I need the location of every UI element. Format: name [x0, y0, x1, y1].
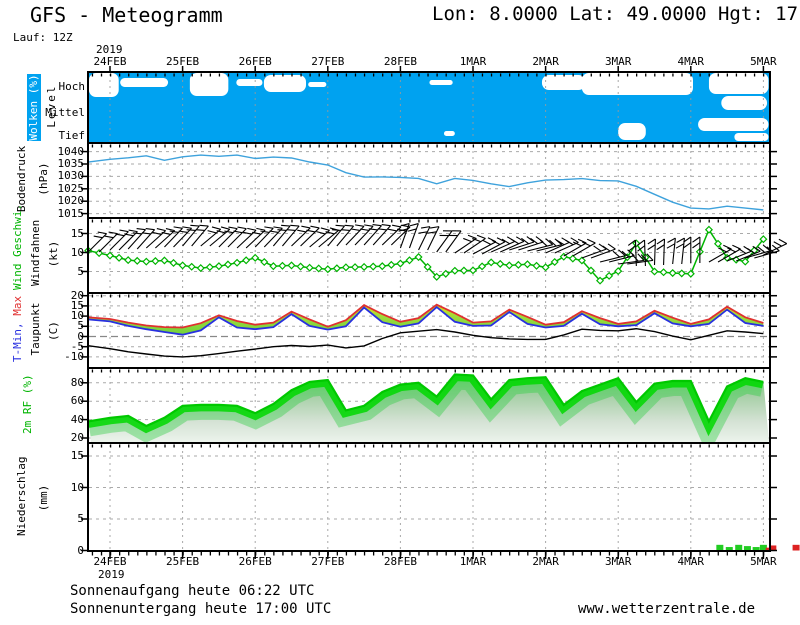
temp-min-label: T-Min, — [11, 322, 24, 363]
date-label-bottom: 2MAR — [532, 555, 559, 568]
temp-axis-label: T-Min, Max — [11, 294, 25, 364]
clouds-axis-label: Wolken (%) — [27, 74, 41, 141]
cloud-level-tief: Tief — [58, 129, 86, 142]
cloud-level-hoch: Hoch — [58, 80, 86, 93]
wind-barbs — [87, 223, 788, 267]
tick-marks — [81, 66, 777, 559]
date-label-top: 26FEB — [238, 55, 272, 68]
pressure-tick-label: 1025 — [57, 181, 85, 195]
wind-speed-axis-label: Wind Geschwi. — [11, 203, 24, 290]
date-label-top: 24FEB — [93, 55, 127, 68]
date-label-top: 28FEB — [383, 55, 417, 68]
date-label-bottom: 1MAR — [459, 555, 487, 568]
precip-axis-label: Niederschlag — [15, 456, 28, 536]
temp-tick-label: 15 — [70, 298, 84, 312]
cloud-level-mittel: Mittel — [45, 106, 85, 119]
date-label-bottom: 24FEB — [93, 555, 127, 568]
wind-tick-label: 15 — [70, 226, 84, 240]
pressure-tick-label: 1040 — [57, 144, 85, 158]
pressure-tick-label: 1030 — [57, 169, 85, 183]
wind-panel — [84, 225, 768, 285]
website-credit: www.wetterzentrale.de — [578, 601, 756, 617]
pressure-tick-label: 1020 — [57, 194, 85, 208]
temp-tick-label: 10 — [70, 309, 84, 323]
date-label-top: 4MAR — [677, 55, 705, 68]
date-label-top: 5MAR — [750, 55, 777, 68]
temp-tick-label: 20 — [70, 288, 84, 302]
date-label-top: 27FEB — [311, 55, 345, 68]
humidity-axis-label: 2m RF (%) — [21, 374, 34, 434]
humidity-tick-label: 60 — [70, 394, 84, 408]
date-label-top: 3MAR — [604, 55, 632, 68]
temp-tick-label: 5 — [77, 319, 84, 333]
pressure-tick-label: 1015 — [57, 206, 85, 220]
temp-unit-label: (C) — [47, 321, 60, 341]
humidity-tick-label: 40 — [70, 412, 84, 426]
temp-tick-label: 0 — [77, 329, 84, 343]
precip-tick-label: 15 — [70, 449, 84, 462]
clouds-panel — [89, 73, 769, 142]
precip-tick-label: 5 — [77, 512, 84, 525]
date-label-bottom: 28FEB — [383, 555, 417, 568]
dewpoint-axis-label: Taupunkt — [29, 302, 42, 356]
wind-barb-axis-label: Windfahnen — [29, 219, 42, 286]
date-label-top: 1MAR — [459, 55, 487, 68]
date-label-top: 2MAR — [532, 55, 559, 68]
temperature-panel — [89, 303, 764, 358]
date-label-bottom: 27FEB — [311, 555, 345, 568]
date-label-bottom: 5MAR — [750, 555, 777, 568]
temp-tick-label: -10 — [64, 349, 84, 363]
sunset-info: Sonnenuntergang heute 17:00 UTC — [70, 601, 332, 617]
sunrise-info: Sonnenaufgang heute 06:22 UTC — [70, 583, 315, 599]
year-label-bottom: 2019 — [98, 568, 125, 581]
temp-max-label: Max — [11, 295, 24, 316]
year-label-top: 2019 — [96, 43, 123, 56]
wind-tick-label: 10 — [70, 245, 84, 259]
date-label-bottom: 3MAR — [604, 555, 632, 568]
run-label: Lauf: 12Z — [13, 31, 73, 44]
humidity-tick-label: 80 — [70, 375, 84, 389]
wind-tick-label: 5 — [77, 264, 84, 278]
precip-panel — [716, 544, 800, 551]
date-label-bottom: 26FEB — [238, 555, 272, 568]
date-label-bottom: 25FEB — [166, 555, 200, 568]
date-label-bottom: 4MAR — [677, 555, 705, 568]
precip-tick-label: 0 — [77, 543, 84, 557]
humidity-tick-label: 20 — [70, 431, 84, 444]
pressure-unit-label: (hPa) — [37, 162, 50, 196]
wind-unit-label: (kt) — [47, 240, 60, 268]
panel-borders — [87, 71, 771, 552]
temp-tick-label: -5 — [70, 339, 84, 353]
pressure-tick-label: 1035 — [57, 157, 85, 170]
precip-tick-label: 10 — [70, 480, 84, 494]
date-label-top: 25FEB — [166, 55, 200, 68]
pressure-panel — [89, 154, 764, 211]
location-info: Lon: 8.0000 Lat: 49.0000 Hgt: 17 — [432, 3, 799, 25]
precip-unit-label: (mm) — [37, 484, 50, 512]
humidity-panel — [88, 373, 769, 442]
page-title: GFS - Meteogramm — [30, 3, 223, 27]
